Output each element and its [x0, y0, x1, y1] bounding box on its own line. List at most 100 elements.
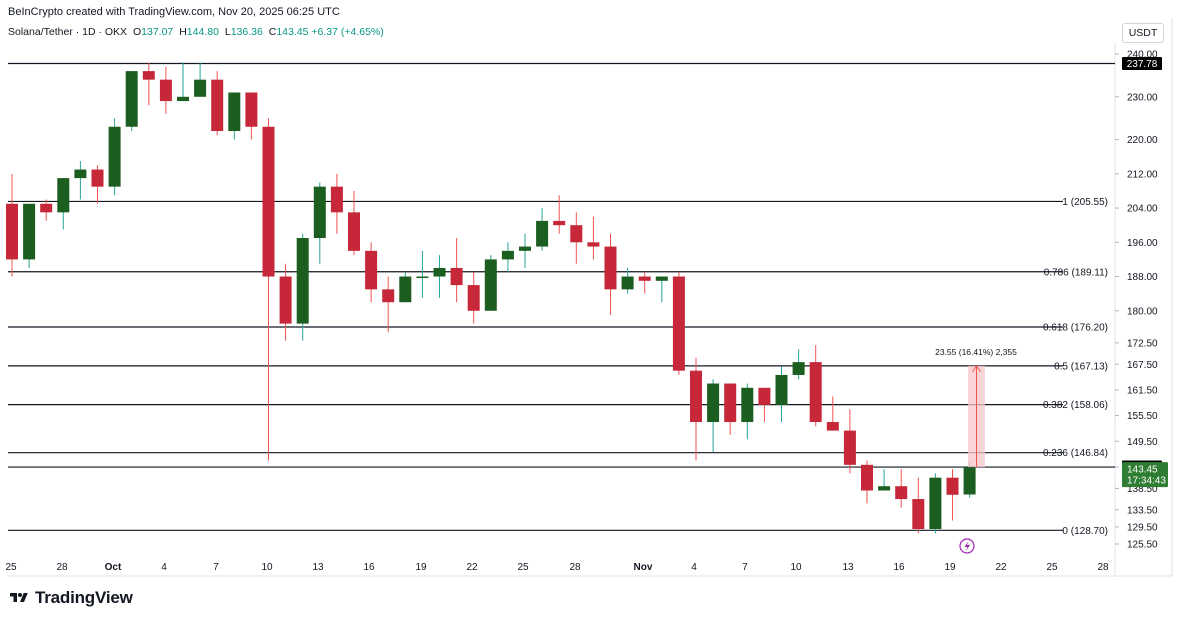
change-value: +6.37 (+4.65%): [311, 26, 384, 38]
candle-body: [296, 238, 309, 324]
price-tick-label: 188.00: [1127, 272, 1158, 283]
candle[interactable]: [125, 71, 138, 132]
candle[interactable]: [519, 233, 531, 268]
fib-level-label: 0.618 (176.20): [1043, 323, 1108, 334]
candle[interactable]: [536, 208, 549, 251]
candle[interactable]: [638, 272, 651, 294]
candle[interactable]: [194, 62, 207, 97]
candle[interactable]: [553, 195, 566, 234]
candle-body: [313, 186, 326, 239]
candle-body: [91, 169, 104, 187]
candle[interactable]: [416, 250, 429, 298]
candle[interactable]: [946, 469, 959, 521]
candle[interactable]: [690, 357, 702, 461]
candle[interactable]: [6, 173, 18, 277]
candle[interactable]: [159, 66, 172, 114]
candle[interactable]: [228, 92, 241, 140]
candle[interactable]: [792, 349, 805, 380]
candle[interactable]: [963, 461, 976, 498]
candle[interactable]: [775, 366, 788, 423]
candle[interactable]: [604, 233, 617, 316]
currency-selector[interactable]: USDT: [1122, 23, 1164, 43]
candle[interactable]: [570, 212, 583, 264]
candle-body: [621, 276, 634, 290]
horizontal-levels[interactable]: [8, 62, 1115, 531]
candle[interactable]: [177, 62, 189, 102]
candle[interactable]: [450, 238, 463, 303]
candle[interactable]: [40, 199, 53, 221]
candle[interactable]: [895, 469, 908, 508]
candle-body: [724, 383, 737, 423]
candle[interactable]: [23, 203, 36, 268]
measure-label: 23.55 (16.41%) 2,355: [935, 347, 1017, 357]
candle[interactable]: [142, 62, 155, 106]
candle[interactable]: [587, 216, 600, 260]
low-label: L: [224, 26, 231, 38]
candle-body: [348, 212, 360, 251]
candle[interactable]: [57, 178, 70, 230]
candle-body: [655, 276, 668, 281]
close-value: 143.45: [276, 26, 309, 38]
candle[interactable]: [484, 255, 497, 311]
candle[interactable]: [878, 469, 891, 491]
candle[interactable]: [74, 160, 87, 200]
candle[interactable]: [211, 71, 224, 136]
candle[interactable]: [348, 190, 360, 256]
candle[interactable]: [621, 267, 634, 294]
candle[interactable]: [245, 92, 258, 140]
time-axis[interactable]: 25 28 Oct 4 7 10 13 16 19 22 25 28 Nov 4 7 10 13 16 19 22 25…: [5, 562, 1109, 573]
candle-body: [433, 267, 446, 277]
price-tick-label: 230.00: [1127, 92, 1158, 103]
candle-body: [450, 267, 463, 286]
candle-body: [501, 250, 514, 260]
lightning-icon[interactable]: [959, 538, 975, 554]
candle[interactable]: [655, 276, 668, 303]
candle[interactable]: [672, 272, 685, 375]
candle[interactable]: [741, 383, 754, 440]
open-label: O: [132, 26, 142, 38]
candle-body: [279, 276, 292, 324]
candle[interactable]: [433, 255, 446, 298]
candle[interactable]: [861, 460, 873, 504]
candle-body: [519, 246, 531, 251]
candle[interactable]: [108, 118, 121, 196]
price-tick-label: 133.50: [1127, 505, 1158, 516]
candle[interactable]: [843, 409, 856, 474]
fib-level-label: 0 (128.70): [1062, 526, 1108, 537]
time-tick-label: 7: [742, 562, 748, 573]
price-tick-label: 125.50: [1127, 540, 1158, 551]
price-badge[interactable]: 237.78: [1122, 57, 1162, 71]
candle[interactable]: [382, 276, 395, 333]
candle[interactable]: [501, 242, 514, 273]
candle-body: [536, 220, 549, 247]
candle[interactable]: [279, 263, 292, 341]
close-label: C: [268, 26, 277, 38]
candle[interactable]: [809, 345, 822, 427]
candle[interactable]: [929, 473, 942, 534]
candle[interactable]: [724, 383, 737, 435]
candle-body: [604, 246, 617, 290]
candlesticks[interactable]: [6, 62, 976, 534]
candle[interactable]: [262, 118, 275, 461]
candle[interactable]: [758, 387, 771, 423]
price-tick-label: 240.00: [1127, 50, 1158, 61]
candle[interactable]: [707, 379, 720, 452]
symbol-name[interactable]: Solana/Tether · 1D · OKX: [8, 26, 128, 38]
price-range-measure[interactable]: 23.55 (16.41%) 2,355: [935, 347, 1017, 468]
candle[interactable]: [91, 165, 104, 204]
candle[interactable]: [467, 272, 480, 324]
candle-body: [330, 186, 343, 213]
event-markers[interactable]: [959, 538, 975, 554]
candle[interactable]: [399, 272, 412, 303]
candle[interactable]: [912, 477, 925, 534]
candle[interactable]: [330, 173, 343, 234]
candle[interactable]: [365, 242, 378, 303]
candle[interactable]: [296, 233, 309, 341]
candle-body: [108, 126, 121, 187]
price-axis[interactable]: 240.00 230.00 220.00 212.00 204.00 196.00 188.…: [1115, 50, 1168, 551]
candle-body: [553, 220, 566, 226]
candle[interactable]: [826, 396, 839, 431]
candle[interactable]: [313, 182, 326, 264]
